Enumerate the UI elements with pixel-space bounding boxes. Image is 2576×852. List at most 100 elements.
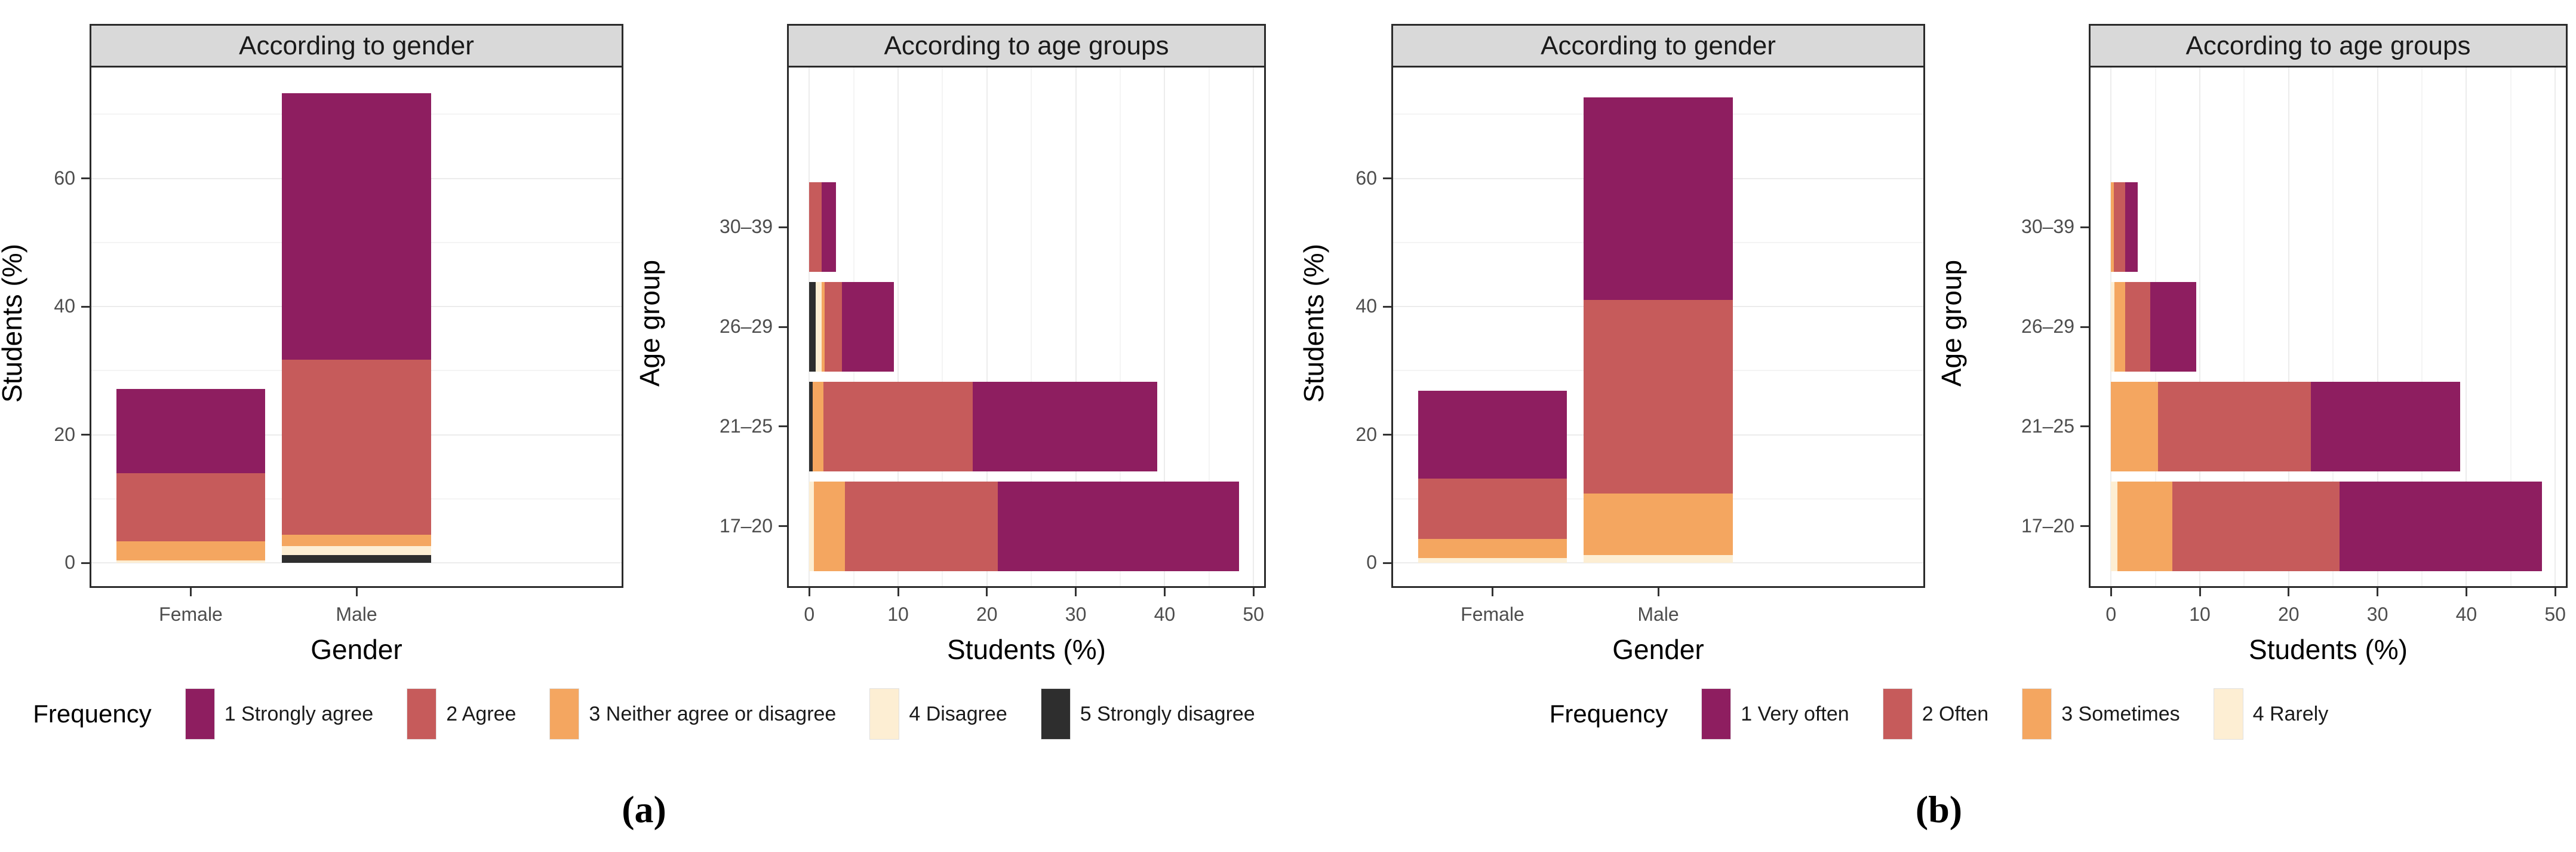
bar-segment xyxy=(282,555,431,563)
bar-segment xyxy=(282,93,431,360)
panel-a-gender: According to gender xyxy=(90,24,623,588)
x-axis-title: Students (%) xyxy=(947,634,1106,665)
y-tick-label: 26–29 xyxy=(720,315,773,337)
x-tick-label: 40 xyxy=(1154,603,1176,625)
gridline-minor xyxy=(2332,68,2334,586)
bar-segment xyxy=(1418,478,1567,539)
bar-segment xyxy=(2111,381,2159,472)
x-tick-mark xyxy=(2465,588,2467,596)
bar-segment xyxy=(824,281,843,372)
x-tick-mark xyxy=(1657,588,1659,596)
legend-key-swatch xyxy=(2022,688,2052,740)
x-tick-label: 10 xyxy=(887,603,909,625)
y-tick-label: 17–20 xyxy=(720,514,773,537)
legend-item-label: 2 Agree xyxy=(446,702,517,725)
y-tick-mark xyxy=(2080,525,2089,528)
plot-area xyxy=(1393,68,1923,586)
bar-segment xyxy=(2125,281,2150,372)
y-tick-mark xyxy=(2080,226,2089,228)
bar-segment xyxy=(1584,555,1733,563)
legend-item: 2 Often xyxy=(1882,688,1988,740)
x-axis-title: Gender xyxy=(311,634,402,665)
legend-title: Frequency xyxy=(33,700,152,728)
legend-item: 5 Strongly disagree xyxy=(1040,688,1255,740)
legend-a: Frequency 1 Strongly agree 2 Agree 3 Neithe… xyxy=(0,681,1288,747)
panel-title: According to gender xyxy=(1541,30,1776,60)
x-tick-label: Female xyxy=(159,603,223,625)
legend-key-swatch xyxy=(185,688,215,740)
caption-a: (a) xyxy=(622,788,666,830)
chart-a-age-groups: According to age groups 17–20 21–25 26–29 30… xyxy=(633,0,1274,675)
x-tick-label: 10 xyxy=(2189,603,2211,625)
legend-key-swatch xyxy=(1701,688,1732,740)
panel-title: According to age groups xyxy=(884,30,1169,60)
legend-key-swatch xyxy=(407,688,437,740)
bar-segment xyxy=(823,381,973,472)
x-tick-label: 40 xyxy=(2455,603,2477,625)
x-tick-label: 20 xyxy=(2277,603,2300,625)
gridline-major xyxy=(2466,68,2467,586)
legend-item-label: 4 Rarely xyxy=(2252,702,2329,725)
y-axis-title: Age group xyxy=(1936,259,1967,387)
gridline-minor xyxy=(1119,68,1121,586)
y-axis-title: Students (%) xyxy=(1298,244,1329,403)
gridline-minor xyxy=(2243,68,2245,586)
gridline-minor xyxy=(1031,68,1032,586)
y-tick-label: 30–39 xyxy=(720,216,773,238)
bar-segment xyxy=(2125,182,2138,272)
x-tick-mark xyxy=(986,588,988,596)
x-tick-label: Male xyxy=(336,603,377,625)
y-tick-label: 21–25 xyxy=(720,415,773,437)
bar-segment xyxy=(809,381,813,472)
legend-item: 4 Disagree xyxy=(869,688,1007,740)
bar-segment xyxy=(844,481,998,571)
bar-segment xyxy=(809,481,814,571)
gridline-major xyxy=(1075,68,1077,586)
gridline-major xyxy=(2377,68,2378,586)
x-tick-mark xyxy=(190,588,192,596)
y-tick-mark xyxy=(81,562,90,564)
legend-item: 2 Agree xyxy=(407,688,516,740)
bar-segment xyxy=(116,473,266,541)
bar-segment xyxy=(1418,390,1567,479)
panel-header: According to age groups xyxy=(2091,26,2566,68)
x-tick-mark xyxy=(2377,588,2379,596)
bar-segment xyxy=(972,381,1158,472)
plot-area xyxy=(91,68,622,586)
y-tick-mark xyxy=(81,177,90,180)
legend-item: 3 Neither agree or disagree xyxy=(549,688,836,740)
bar-segment xyxy=(116,560,266,563)
chart-a-gender: According to gender Female Male 0 20 40 60 Gend… xyxy=(0,0,633,675)
figure-b: According to gender Female Male 0 20 40 60 Gend… xyxy=(1298,0,2576,852)
legend-key-swatch xyxy=(2213,688,2243,740)
y-tick-mark xyxy=(1383,434,1391,436)
y-tick-mark xyxy=(1383,562,1391,564)
x-tick-mark xyxy=(2199,588,2201,596)
x-tick-mark xyxy=(2288,588,2290,596)
y-tick-mark xyxy=(779,525,787,528)
panel-b-gender: According to gender xyxy=(1391,24,1925,588)
y-tick-mark xyxy=(81,434,90,436)
bar-segment xyxy=(809,281,816,372)
bar-segment xyxy=(822,182,836,272)
x-tick-label: 20 xyxy=(976,603,998,625)
x-tick-mark xyxy=(355,588,358,596)
panel-b-age: According to age groups xyxy=(2089,24,2568,588)
figure-a: According to gender Female Male 0 20 40 60 Gend… xyxy=(0,0,1288,830)
legend-key-swatch xyxy=(869,688,900,740)
gridline-major xyxy=(2199,68,2200,586)
bar-segment xyxy=(2111,281,2115,372)
legend-item: 1 Very often xyxy=(1701,688,1849,740)
bar-segment xyxy=(1584,494,1733,556)
bar-segment xyxy=(282,546,431,556)
gridline-major xyxy=(897,68,899,586)
bar-segment xyxy=(813,381,824,472)
bar-segment xyxy=(997,481,1240,571)
y-tick-label: 17–20 xyxy=(2021,514,2074,537)
y-tick-mark xyxy=(1383,177,1391,180)
x-tick-label: 0 xyxy=(2105,603,2117,625)
x-tick-label: Female xyxy=(1461,603,1524,625)
legend-title: Frequency xyxy=(1549,700,1668,728)
y-tick-label: 30–39 xyxy=(2021,216,2074,238)
bar-segment xyxy=(2117,481,2172,571)
